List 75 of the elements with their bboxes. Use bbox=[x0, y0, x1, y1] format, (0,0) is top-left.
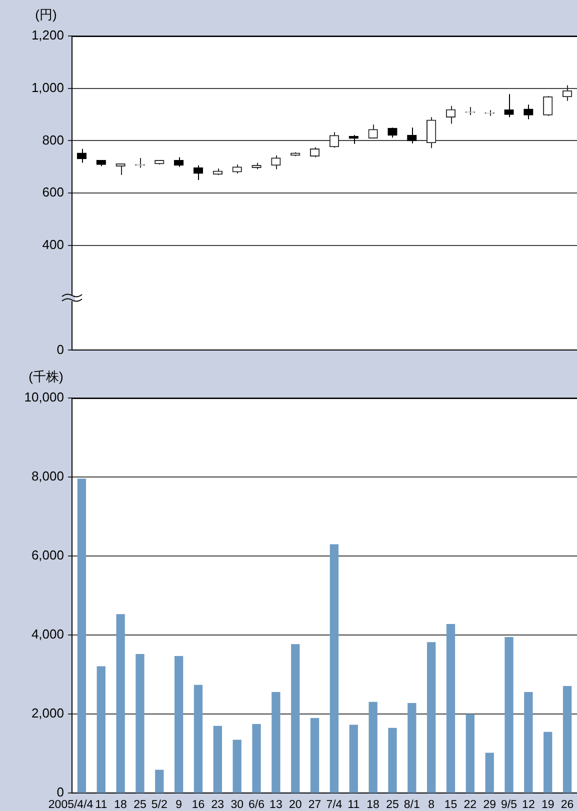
candlestick bbox=[562, 84, 572, 102]
bar bbox=[562, 686, 572, 793]
bar bbox=[272, 692, 280, 793]
bar bbox=[310, 718, 320, 793]
candlestick bbox=[116, 163, 126, 176]
x-tick-label: 6/6 bbox=[248, 799, 265, 811]
candlestick bbox=[504, 94, 514, 118]
x-tick-label: 11 bbox=[95, 799, 108, 811]
x-tick-label: 2005/4/4 bbox=[48, 799, 94, 811]
x-tick-label: 5/2 bbox=[151, 799, 168, 811]
bar bbox=[408, 703, 416, 793]
y-tick-label: 10,000 bbox=[24, 390, 64, 405]
y-tick-label: 1,200 bbox=[31, 28, 64, 43]
bar bbox=[446, 624, 456, 793]
x-tick-label: 29 bbox=[483, 799, 496, 811]
x-tick-label: 30 bbox=[230, 799, 244, 811]
x-tick-label: 27 bbox=[308, 799, 322, 811]
bar bbox=[116, 614, 125, 793]
x-tick-label: 25 bbox=[386, 799, 399, 811]
bar bbox=[291, 644, 300, 793]
y-tick-label: 1,000 bbox=[31, 80, 64, 95]
bar bbox=[232, 740, 242, 793]
x-tick-label: 18 bbox=[114, 799, 127, 811]
bar bbox=[174, 656, 184, 793]
bar bbox=[349, 724, 358, 793]
x-tick-label: 26 bbox=[560, 799, 574, 811]
x-tick-label: 20 bbox=[288, 799, 302, 811]
bar bbox=[388, 728, 397, 793]
bar bbox=[96, 666, 106, 793]
bar bbox=[485, 752, 494, 793]
x-tick-label: 25 bbox=[134, 799, 146, 811]
candlestick bbox=[193, 164, 204, 181]
x-tick-label: 8/1 bbox=[404, 799, 420, 811]
y-tick-label: 8,000 bbox=[31, 468, 64, 484]
bar bbox=[368, 702, 378, 793]
x-tick-label: 9/5 bbox=[501, 799, 518, 811]
candlestick bbox=[135, 158, 145, 168]
bar bbox=[426, 642, 436, 793]
x-tick-label: 16 bbox=[192, 799, 205, 811]
x-tick-label: 15 bbox=[444, 799, 458, 811]
candlestick bbox=[174, 156, 184, 168]
y-tick-label: 6,000 bbox=[31, 548, 64, 563]
bar bbox=[136, 654, 144, 793]
candlestick bbox=[426, 116, 436, 149]
y-axis-title: (円) bbox=[35, 7, 57, 22]
y-axis-title: (千株) bbox=[28, 369, 64, 384]
x-tick-label: 7/4 bbox=[326, 799, 343, 811]
y-tick-label: 400 bbox=[42, 237, 64, 252]
y-tick-label: 600 bbox=[42, 184, 64, 200]
bar bbox=[77, 478, 86, 793]
x-tick-label: 8 bbox=[428, 799, 435, 811]
x-tick-label: 11 bbox=[348, 799, 360, 811]
bar bbox=[524, 692, 533, 793]
x-tick-label: 19 bbox=[541, 799, 554, 811]
bar bbox=[330, 544, 339, 793]
bar bbox=[194, 684, 203, 793]
bar bbox=[155, 770, 164, 793]
x-tick-label: 18 bbox=[366, 799, 380, 811]
x-tick-label: 22 bbox=[464, 799, 477, 811]
bar bbox=[213, 726, 222, 793]
y-tick-label: 0 bbox=[56, 342, 64, 357]
x-tick-label: 23 bbox=[211, 799, 224, 811]
candlestick bbox=[543, 95, 553, 116]
bar bbox=[504, 637, 514, 793]
x-tick-label: 13 bbox=[270, 799, 282, 811]
y-tick-label: 0 bbox=[56, 784, 64, 800]
bar bbox=[466, 714, 475, 793]
x-tick-label: 12 bbox=[522, 799, 535, 811]
bar bbox=[544, 732, 552, 793]
bar bbox=[252, 724, 261, 793]
y-tick-label: 800 bbox=[42, 132, 64, 148]
y-tick-label: 2,000 bbox=[31, 706, 64, 721]
candlestick bbox=[524, 104, 534, 120]
x-tick-label: 9 bbox=[176, 799, 182, 811]
y-tick-label: 4,000 bbox=[31, 626, 64, 642]
